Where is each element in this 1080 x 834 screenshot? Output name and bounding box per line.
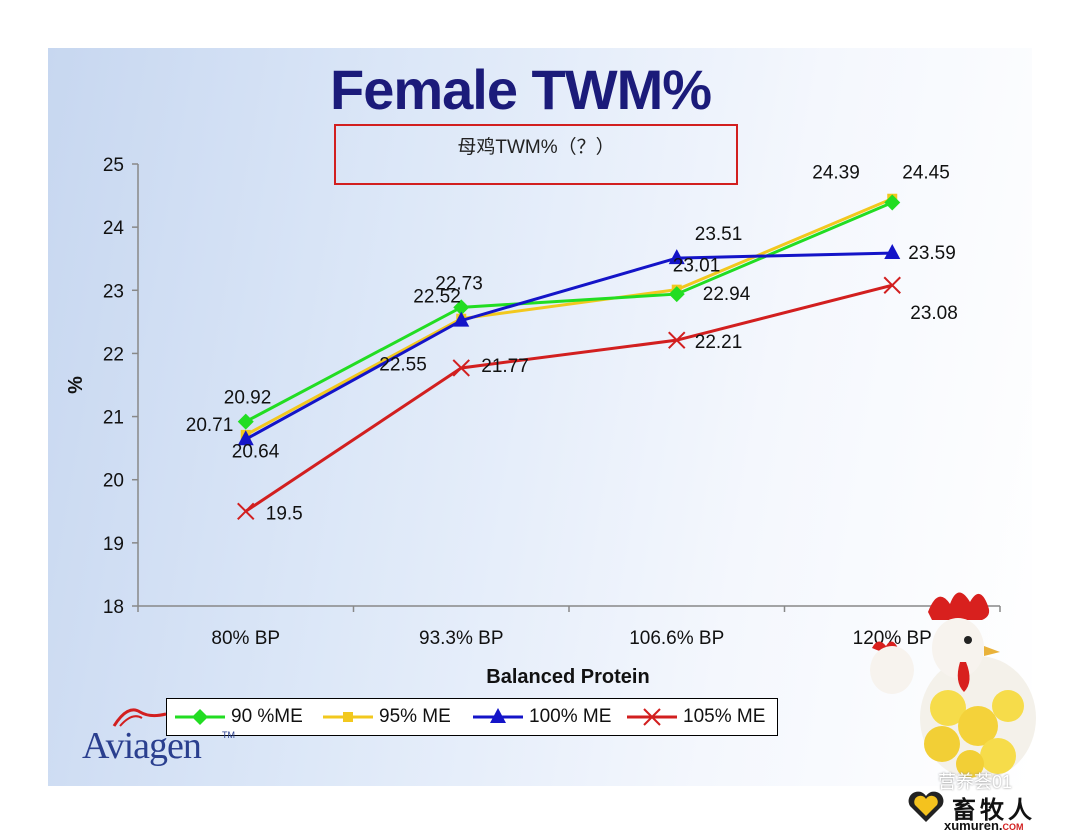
data-label: 20.92 — [224, 388, 272, 409]
data-label: 23.59 — [908, 243, 956, 264]
data-label: 20.64 — [232, 441, 280, 462]
y-tick-label: 24 — [103, 218, 125, 239]
diamond-marker — [453, 299, 470, 316]
triangle-marker — [884, 244, 901, 260]
data-label: 23.51 — [695, 224, 743, 245]
x-axis-title: Balanced Protein — [486, 666, 649, 688]
x-tick-label: 80% BP — [211, 628, 280, 649]
heart-logo-icon — [908, 791, 944, 822]
chart-title: Female TWM% — [330, 58, 712, 121]
aviagen-logo: Aviagen TM — [82, 706, 242, 770]
y-tick-label: 19 — [103, 534, 124, 555]
wechat-watermark: 营养荟01 — [938, 772, 1013, 792]
x-tick-label: 93.3% BP — [419, 628, 504, 649]
y-tick-label: 25 — [103, 155, 124, 176]
data-label: 22.94 — [703, 284, 751, 305]
series-100-me — [237, 244, 901, 446]
legend-swatch — [473, 708, 523, 723]
data-label: 22.21 — [695, 332, 743, 353]
series-90-me — [237, 194, 901, 430]
x-tick-label: 106.6% BP — [629, 628, 724, 649]
y-tick-label: 18 — [103, 597, 124, 618]
y-tick-label: 23 — [103, 281, 124, 302]
data-label: 21.77 — [481, 356, 529, 377]
logo-tm: TM — [222, 730, 235, 740]
brand-url-com: COM — [1002, 822, 1024, 832]
y-tick-label: 22 — [103, 344, 124, 365]
data-label: 20.71 — [186, 415, 234, 436]
data-label: 22.55 — [379, 355, 427, 376]
square-marker — [343, 712, 353, 722]
chart-subtitle: 母鸡TWM%（？） — [457, 137, 615, 158]
triangle-marker — [490, 708, 506, 723]
chicken-illustration — [870, 592, 1036, 778]
data-label: 24.39 — [812, 163, 860, 184]
legend-label: 90 %ME — [231, 706, 303, 727]
x-marker-stroke — [883, 276, 901, 294]
y-axis-title: % — [65, 376, 87, 394]
brand-url: xumuren.COM — [944, 818, 1024, 833]
legend-label: 105% ME — [683, 706, 766, 727]
data-label: 23.08 — [910, 303, 958, 324]
legend-swatch — [323, 712, 373, 722]
series-95-me — [240, 193, 898, 440]
logo-text: Aviagen — [82, 725, 202, 767]
logo-swoosh-icon — [112, 708, 167, 727]
triangle-marker — [453, 311, 470, 327]
legend-label: 100% ME — [529, 706, 612, 727]
diamond-marker — [668, 286, 685, 303]
data-label: 22.52 — [413, 287, 461, 308]
diamond-marker — [192, 709, 208, 725]
legend: 90 %ME 95% ME 100% ME 105% ME — [166, 698, 778, 736]
series-line — [245, 197, 893, 437]
x-marker-stroke — [668, 331, 686, 349]
slide-background — [48, 48, 1032, 786]
legend-swatch — [627, 708, 677, 726]
subtitle-box: 母鸡TWM%（？） — [334, 124, 738, 185]
chart-axes: 18 19 20 21 22 23 24 25 80% BP 93.3% BP 106.6% BP 1… — [65, 155, 1001, 688]
diamond-marker — [884, 194, 901, 211]
triangle-marker — [668, 249, 685, 265]
y-tick-label: 21 — [103, 408, 124, 429]
data-label: 23.01 — [673, 256, 721, 277]
y-tick-label: 20 — [103, 471, 124, 492]
x-marker-stroke — [643, 708, 661, 726]
legend-label: 95% ME — [379, 706, 451, 727]
data-labels-layer: 20.92 22.73 22.94 24.39 20.71 22.55 23.01 24.45… — [186, 163, 958, 525]
series-line — [245, 201, 893, 423]
x-marker-stroke — [452, 359, 470, 377]
data-label: 24.45 — [902, 163, 950, 184]
series-105-me — [237, 276, 901, 520]
watermark-brand: 营养荟01 畜牧人 xumuren.COM — [900, 768, 1040, 834]
diamond-marker — [237, 413, 254, 430]
series-layer — [237, 193, 901, 520]
series-line — [245, 251, 893, 441]
series-line — [244, 283, 893, 513]
x-marker-stroke — [237, 502, 255, 520]
brand-url-main: xumuren. — [944, 818, 1003, 833]
x-tick-label: 120% BP — [853, 628, 932, 649]
data-label: 19.5 — [266, 503, 303, 524]
legend-swatch — [175, 709, 225, 725]
data-label: 22.73 — [435, 273, 483, 294]
triangle-marker — [237, 430, 254, 446]
brand-name: 畜牧人 — [952, 797, 1036, 824]
